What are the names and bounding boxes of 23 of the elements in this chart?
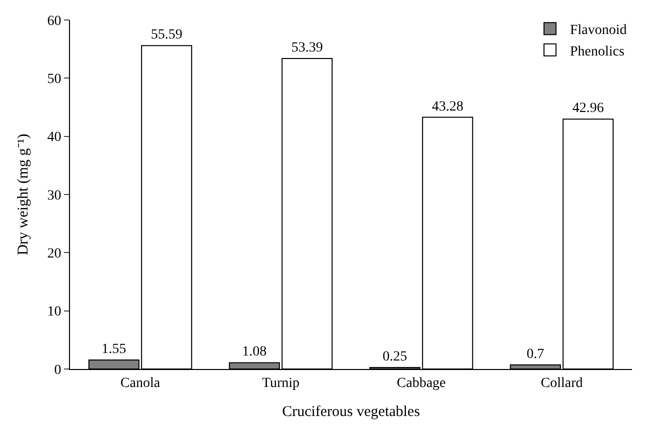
- legend-label: Phenolics: [570, 44, 624, 60]
- data-label: 0.7: [526, 346, 544, 362]
- x-axis-title: Cruciferous vegetables: [282, 404, 420, 420]
- data-label: 55.59: [150, 28, 182, 43]
- data-label: 53.39: [291, 40, 323, 56]
- y-tick-label: 20: [47, 246, 62, 262]
- data-label: 1.08: [242, 344, 267, 360]
- x-tick-label: Canola: [120, 376, 161, 391]
- data-label: 0.25: [382, 350, 408, 365]
- y-tick-label: 40: [47, 130, 62, 146]
- data-label: 42.96: [572, 101, 604, 116]
- x-tick-label: Cabbage: [396, 376, 446, 391]
- x-tick-label: Turnip: [262, 376, 300, 391]
- y-tick-label: 60: [47, 14, 62, 29]
- y-axis-title: Dry weight (mg g⁻¹): [15, 134, 32, 256]
- data-label: 43.28: [432, 99, 464, 114]
- y-tick-label: 50: [47, 72, 62, 88]
- y-tick-label: 0: [54, 362, 62, 378]
- legend-label: Flavonoid: [570, 23, 627, 38]
- data-label: 1.55: [102, 342, 126, 357]
- x-tick-label: Collard: [540, 376, 583, 391]
- y-tick-label: 10: [47, 304, 62, 320]
- y-tick-label: 30: [47, 188, 62, 204]
